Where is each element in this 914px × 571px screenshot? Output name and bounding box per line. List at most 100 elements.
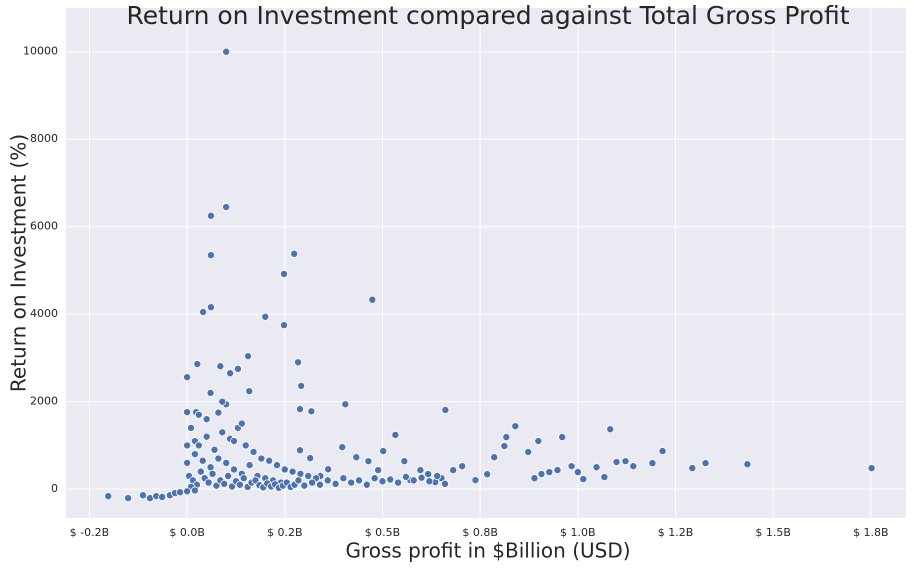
point	[324, 465, 333, 474]
point	[558, 433, 567, 442]
y-tick-label: 0	[51, 482, 58, 495]
point	[224, 472, 233, 481]
point	[228, 482, 237, 491]
point	[245, 387, 254, 396]
point	[214, 408, 223, 417]
point	[206, 463, 215, 472]
x-axis-label: Gross profit in $Billion (USD)	[345, 539, 630, 563]
point	[202, 415, 211, 424]
point	[688, 464, 697, 473]
point	[222, 458, 231, 467]
point	[394, 478, 403, 487]
point	[194, 410, 203, 419]
point	[212, 481, 221, 490]
point	[364, 457, 373, 466]
point	[193, 360, 202, 369]
point	[294, 476, 303, 485]
point	[233, 364, 242, 373]
point	[196, 467, 205, 476]
point	[701, 459, 710, 468]
point	[176, 488, 185, 497]
point	[347, 478, 356, 487]
point	[449, 466, 458, 475]
point	[158, 493, 167, 502]
point	[606, 425, 615, 434]
point	[341, 400, 350, 409]
point	[198, 456, 207, 465]
point	[280, 465, 289, 474]
point	[222, 203, 231, 212]
point	[368, 295, 377, 304]
point	[592, 463, 601, 472]
point	[183, 408, 192, 417]
point	[239, 474, 248, 483]
point	[648, 459, 657, 468]
point	[104, 492, 113, 501]
point	[352, 453, 361, 462]
point	[229, 465, 238, 474]
point	[241, 441, 250, 450]
point	[424, 470, 433, 479]
point	[355, 476, 364, 485]
point	[386, 475, 395, 484]
point	[331, 479, 340, 488]
point	[391, 430, 400, 439]
point	[573, 468, 582, 477]
chart-title: Return on Investment compared against To…	[126, 1, 849, 30]
point	[600, 473, 609, 482]
point	[579, 475, 588, 484]
point	[187, 423, 196, 432]
point	[440, 479, 449, 488]
point	[235, 480, 244, 489]
point	[867, 464, 876, 473]
point	[138, 491, 147, 500]
point	[210, 445, 219, 454]
point	[490, 453, 499, 462]
y-tick-label: 8000	[30, 132, 58, 145]
point	[290, 249, 299, 258]
point	[502, 433, 511, 442]
point	[208, 469, 217, 478]
point	[294, 358, 303, 367]
point	[300, 481, 309, 490]
point	[280, 321, 289, 330]
point	[417, 473, 426, 482]
x-tick-label: $ 0.2B	[267, 526, 303, 539]
point	[296, 469, 305, 478]
point	[553, 466, 562, 475]
point	[183, 373, 192, 382]
y-tick-label: 4000	[30, 307, 58, 320]
x-tick-label: $ 0.0B	[169, 526, 205, 539]
point	[183, 458, 192, 467]
point	[237, 419, 246, 428]
point	[743, 460, 752, 469]
point	[629, 462, 638, 471]
point	[297, 381, 306, 390]
y-tick-label: 10000	[23, 45, 58, 58]
point	[206, 251, 215, 260]
x-tick-label: $ -0.2B	[70, 526, 110, 539]
labels: $ -0.2B $ 0.0B $ 0.2B $ 0.5B $ 0.8B $ 1.0B $ 1…	[23, 45, 889, 539]
point	[416, 466, 425, 475]
point	[296, 405, 305, 414]
point	[199, 307, 208, 316]
point	[222, 47, 231, 56]
point	[229, 437, 238, 446]
point	[379, 447, 388, 456]
x-tick-label: $ 0.5B	[365, 526, 401, 539]
point	[401, 472, 410, 481]
point	[400, 457, 409, 466]
point	[218, 397, 227, 406]
point	[304, 472, 313, 481]
point	[483, 470, 492, 479]
point	[534, 437, 543, 446]
point	[244, 352, 253, 361]
point	[280, 269, 289, 278]
point	[530, 474, 539, 483]
point	[194, 441, 203, 450]
point	[323, 476, 332, 485]
point	[206, 211, 215, 220]
point	[220, 479, 229, 488]
point	[658, 447, 667, 456]
